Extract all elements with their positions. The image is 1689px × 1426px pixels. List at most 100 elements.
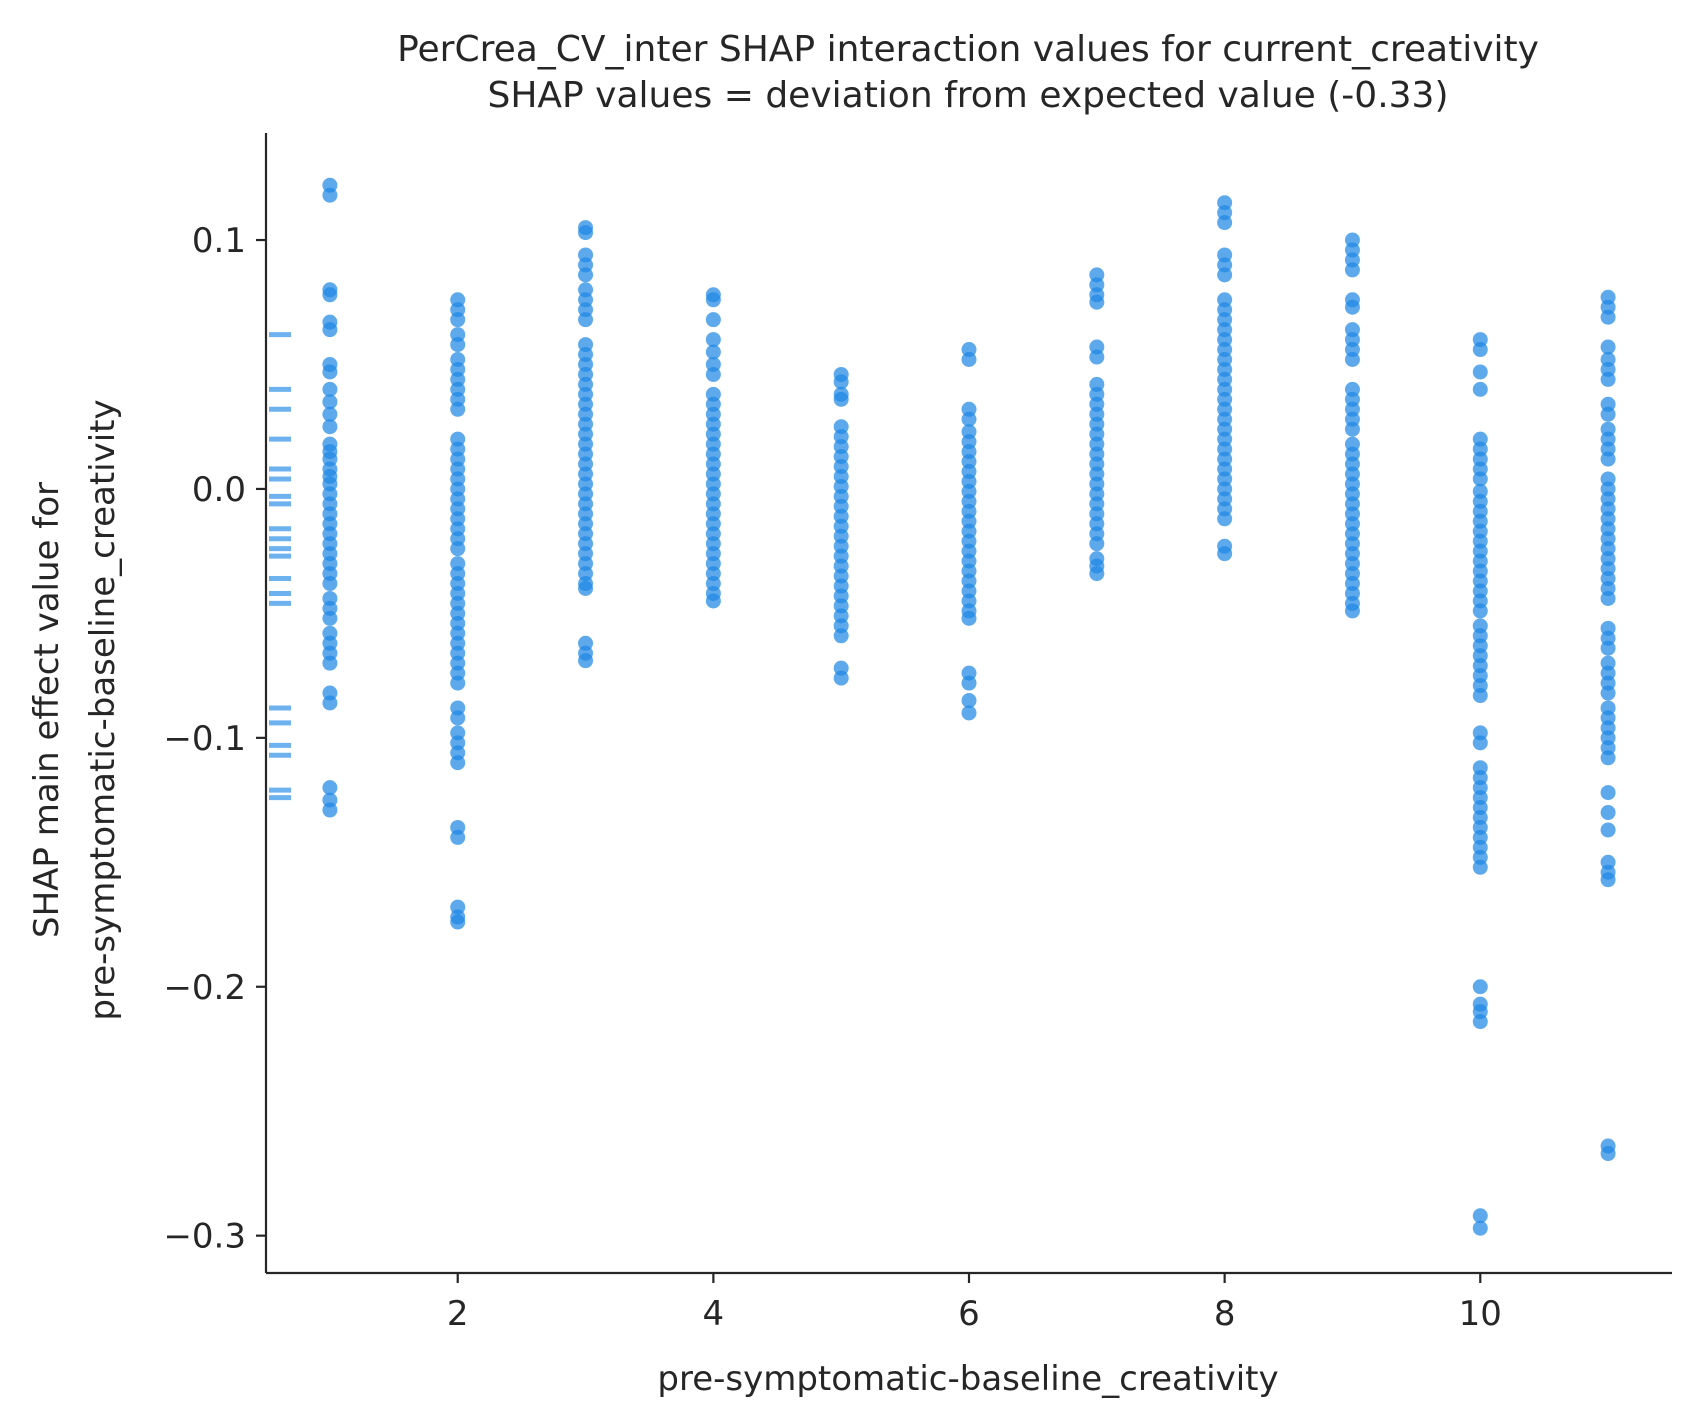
scatter-point (578, 312, 594, 328)
scatter-point (322, 655, 338, 671)
scatter-point (833, 670, 849, 686)
scatter-point (1089, 536, 1105, 552)
scatter-point (1600, 406, 1616, 422)
y-axis-label-line1: SHAP main effect value for (27, 482, 67, 938)
y-ticks: 0.1 0.0 −0.1 −0.2 −0.3 (163, 221, 266, 1257)
scatter-point (1089, 294, 1105, 310)
scatter-point (705, 292, 721, 308)
scatter-point (1472, 381, 1488, 397)
scatter-point (1089, 566, 1105, 582)
scatter-point (1600, 822, 1616, 838)
y-tick-label: −0.1 (163, 719, 246, 759)
scatter-point (322, 780, 338, 796)
scatter-point (1600, 451, 1616, 467)
scatter-point (1344, 603, 1360, 619)
y-axis-label-line2: pre-symptomatic-baseline_creativity (83, 399, 123, 1020)
scatter-point (1472, 1208, 1488, 1224)
scatter-point (322, 287, 338, 303)
scatter-point (578, 581, 594, 597)
scatter-point (833, 374, 849, 390)
y-tick-label: −0.3 (163, 1217, 246, 1257)
scatter-point (322, 187, 338, 203)
scatter-point (961, 693, 977, 709)
scatter-points (322, 177, 1616, 1236)
scatter-point (1217, 546, 1233, 562)
y-tick-label: −0.2 (163, 968, 246, 1008)
scatter-point (1344, 352, 1360, 368)
scatter-point (1600, 309, 1616, 325)
scatter-point (1600, 872, 1616, 888)
scatter-point (322, 394, 338, 410)
scatter-point (322, 695, 338, 711)
scatter-point (450, 710, 466, 726)
scatter-point (833, 628, 849, 644)
scatter-point (1600, 590, 1616, 606)
scatter-point (322, 576, 338, 592)
scatter-point (833, 391, 849, 407)
scatter-point (1217, 267, 1233, 283)
scatter-point (1472, 979, 1488, 995)
scatter-point (578, 653, 594, 669)
scatter-point (450, 541, 466, 557)
scatter-point (705, 593, 721, 609)
y-tick-label: 0.1 (192, 221, 246, 261)
scatter-point (1217, 511, 1233, 527)
scatter-point (1472, 364, 1488, 380)
scatter-point (1472, 735, 1488, 751)
scatter-point (705, 332, 721, 348)
scatter-point (1089, 349, 1105, 365)
scatter-point (322, 419, 338, 435)
scatter-point (961, 411, 977, 427)
scatter-point (1344, 262, 1360, 278)
x-tick-label: 2 (447, 1294, 469, 1334)
y-tick-label: 0.0 (192, 470, 246, 510)
scatter-point (705, 344, 721, 360)
scatter-point (961, 610, 977, 626)
scatter-point (961, 675, 977, 691)
chart-subtitle: SHAP values = deviation from expected va… (487, 75, 1448, 116)
scatter-point (322, 364, 338, 380)
scatter-point (1217, 215, 1233, 231)
scatter-point (1344, 299, 1360, 315)
chart-title: PerCrea_CV_inter SHAP interaction values… (397, 29, 1539, 70)
scatter-point (705, 312, 721, 328)
x-tick-label: 6 (958, 1294, 980, 1334)
scatter-point (322, 802, 338, 818)
scatter-point (1600, 1146, 1616, 1162)
scatter-point (450, 401, 466, 417)
scatter-point (961, 705, 977, 721)
scatter-point (450, 312, 466, 328)
scatter-point (1344, 421, 1360, 437)
scatter-point (1600, 750, 1616, 766)
scatter-point (1472, 1014, 1488, 1030)
scatter-point (1472, 342, 1488, 358)
scatter-point (322, 610, 338, 626)
x-tick-label: 4 (703, 1294, 725, 1334)
scatter-point (450, 337, 466, 353)
x-axis-label: pre-symptomatic-baseline_creativity (657, 1359, 1278, 1399)
scatter-point (1472, 859, 1488, 875)
x-tick-label: 8 (1214, 1294, 1236, 1334)
scatter-point (1600, 685, 1616, 701)
scatter-point (450, 829, 466, 845)
y-rug-marks (269, 332, 291, 801)
scatter-point (1472, 471, 1488, 487)
scatter-point (1600, 805, 1616, 821)
scatter-point (322, 406, 338, 422)
scatter-point (578, 267, 594, 283)
scatter-point (1472, 1220, 1488, 1236)
scatter-point (578, 225, 594, 241)
scatter-point (1472, 688, 1488, 704)
scatter-point (322, 381, 338, 397)
scatter-point (1472, 603, 1488, 619)
x-tick-label: 10 (1459, 1294, 1502, 1334)
x-ticks: 2 4 6 8 10 (447, 1273, 1502, 1334)
scatter-point (1600, 785, 1616, 801)
scatter-point (450, 914, 466, 930)
scatter-point (1600, 371, 1616, 387)
scatter-point (1600, 339, 1616, 355)
scatter-point (961, 352, 977, 368)
scatter-point (705, 366, 721, 382)
